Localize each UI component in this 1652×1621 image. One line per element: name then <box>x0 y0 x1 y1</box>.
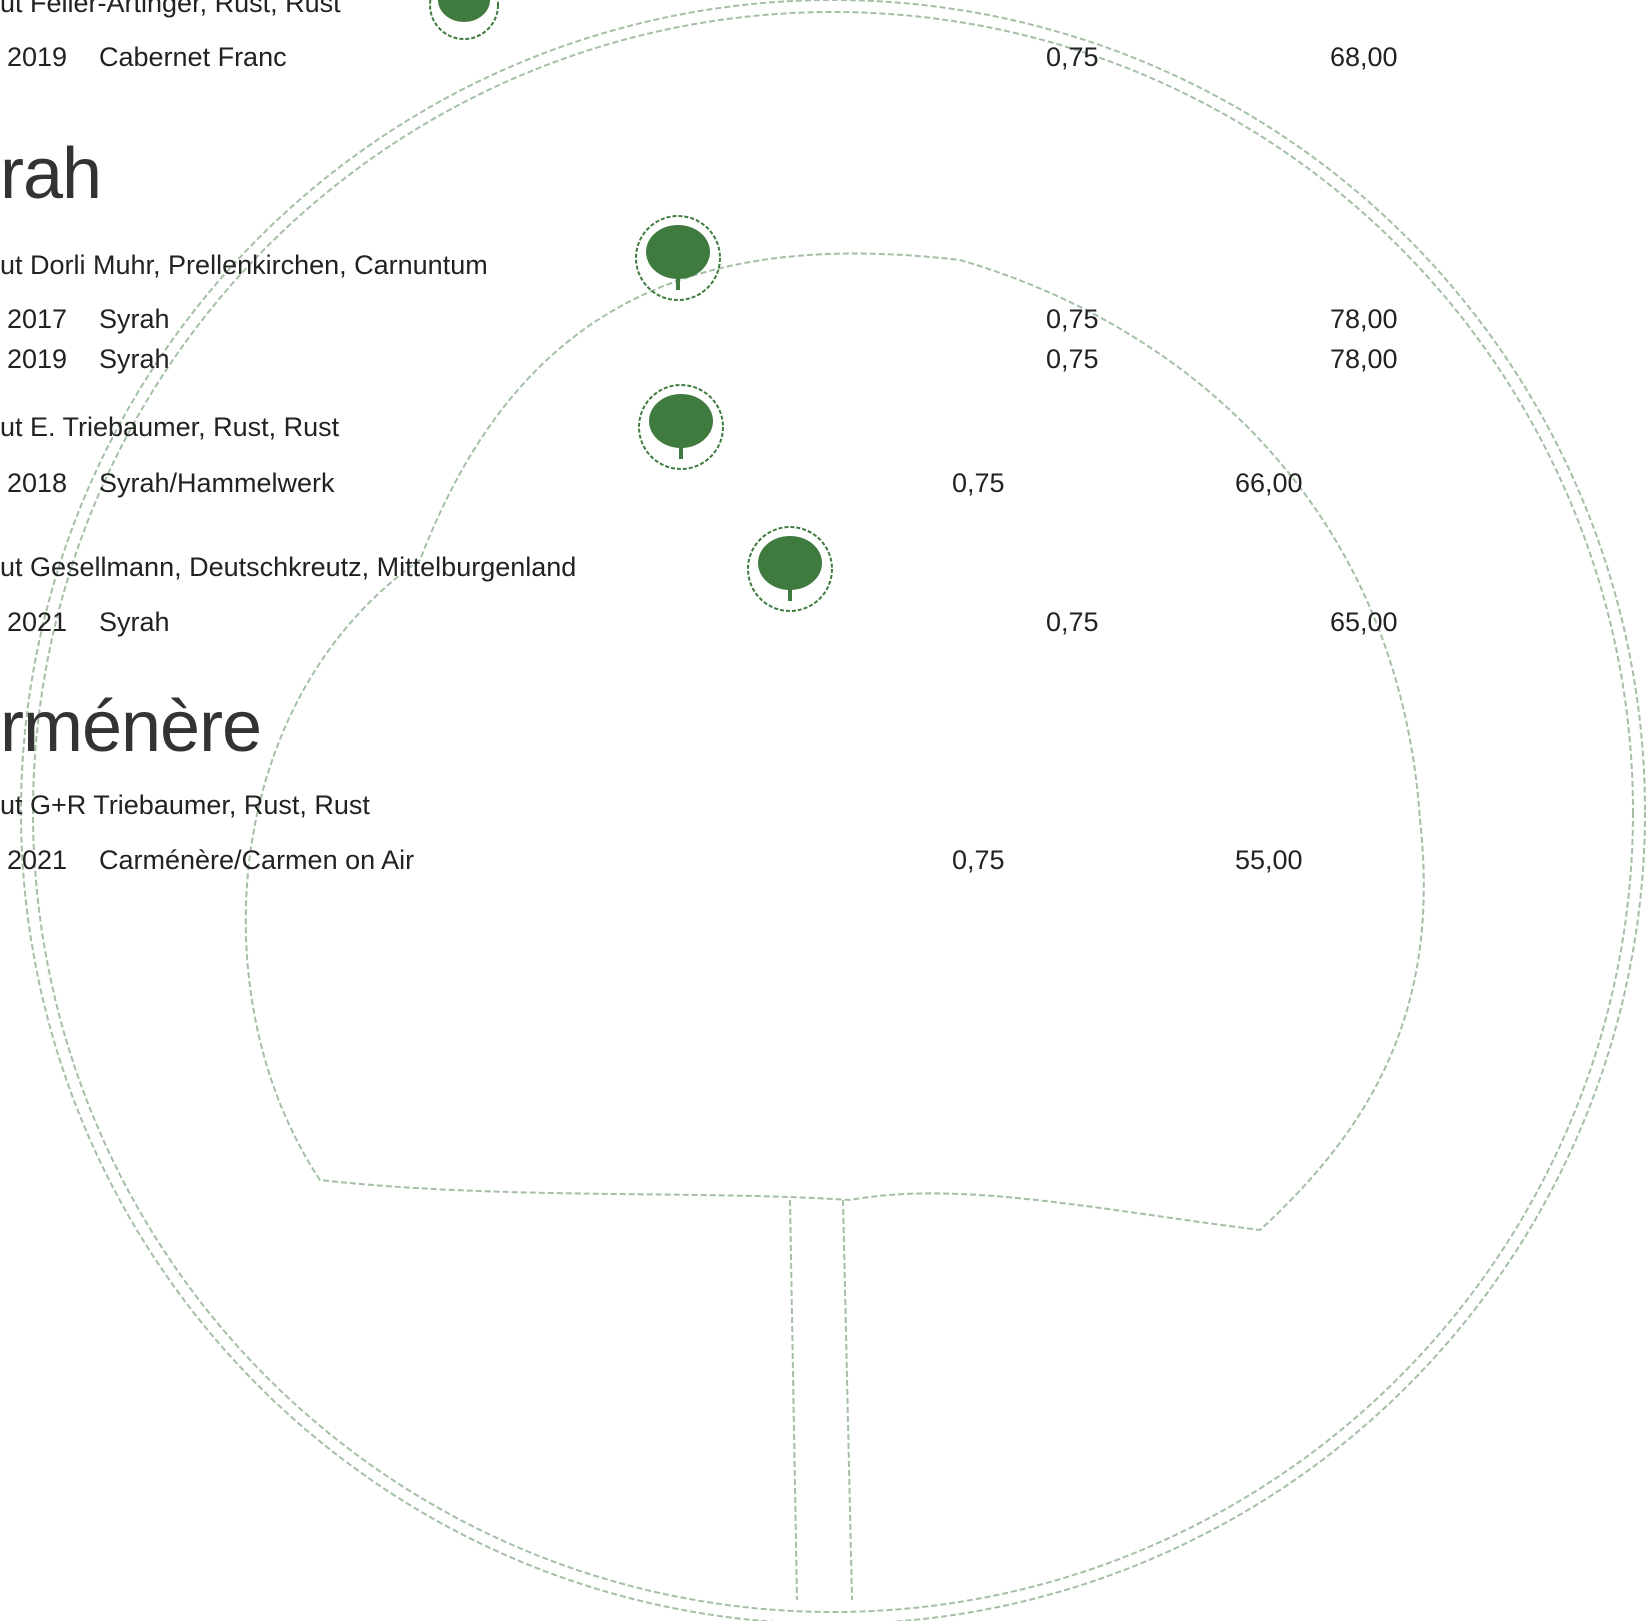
section-heading: rménère <box>0 687 261 767</box>
producer: ut Dorli Muhr, Prellenkirchen, Carnuntum <box>0 250 488 280</box>
producer: ut Feller-Artinger, Rust, Rust <box>0 0 341 18</box>
wine-name: Syrah <box>99 607 170 637</box>
wine-volume: 0,75 <box>952 468 1005 498</box>
wine-year: 2021 <box>7 845 67 875</box>
wine-price: 68,00 <box>1330 42 1398 72</box>
wine-volume: 0,75 <box>1046 42 1099 72</box>
wine-price: 65,00 <box>1330 607 1398 637</box>
wine-name: Syrah <box>99 304 170 334</box>
producer: ut E. Triebaumer, Rust, Rust <box>0 412 339 442</box>
producer: ut Gesellmann, Deutschkreutz, Mittelburg… <box>0 552 576 582</box>
wine-name: Cabernet Franc <box>99 42 287 72</box>
wine-volume: 0,75 <box>1046 304 1099 334</box>
wine-price: 66,00 <box>1235 468 1303 498</box>
wine-year: 2018 <box>7 468 67 498</box>
wine-price: 78,00 <box>1330 304 1398 334</box>
wine-price: 78,00 <box>1330 344 1398 374</box>
wine-name: Syrah/Hammelwerk <box>99 468 335 498</box>
wine-year: 2019 <box>7 42 67 72</box>
wine-name: Carménère/Carmen on Air <box>99 845 414 875</box>
section-heading: rah <box>0 134 101 214</box>
wine-year: 2017 <box>7 304 67 334</box>
wine-year: 2021 <box>7 607 67 637</box>
wine-name: Syrah <box>99 344 170 374</box>
producer: ut G+R Triebaumer, Rust, Rust <box>0 790 370 820</box>
wine-volume: 0,75 <box>1046 607 1099 637</box>
wine-volume: 0,75 <box>952 845 1005 875</box>
wine-volume: 0,75 <box>1046 344 1099 374</box>
wine-list-page: ut Feller-Artinger, Rust, Rust 2019 Cabe… <box>0 0 1652 1621</box>
wine-price: 55,00 <box>1235 845 1303 875</box>
wine-year: 2019 <box>7 344 67 374</box>
